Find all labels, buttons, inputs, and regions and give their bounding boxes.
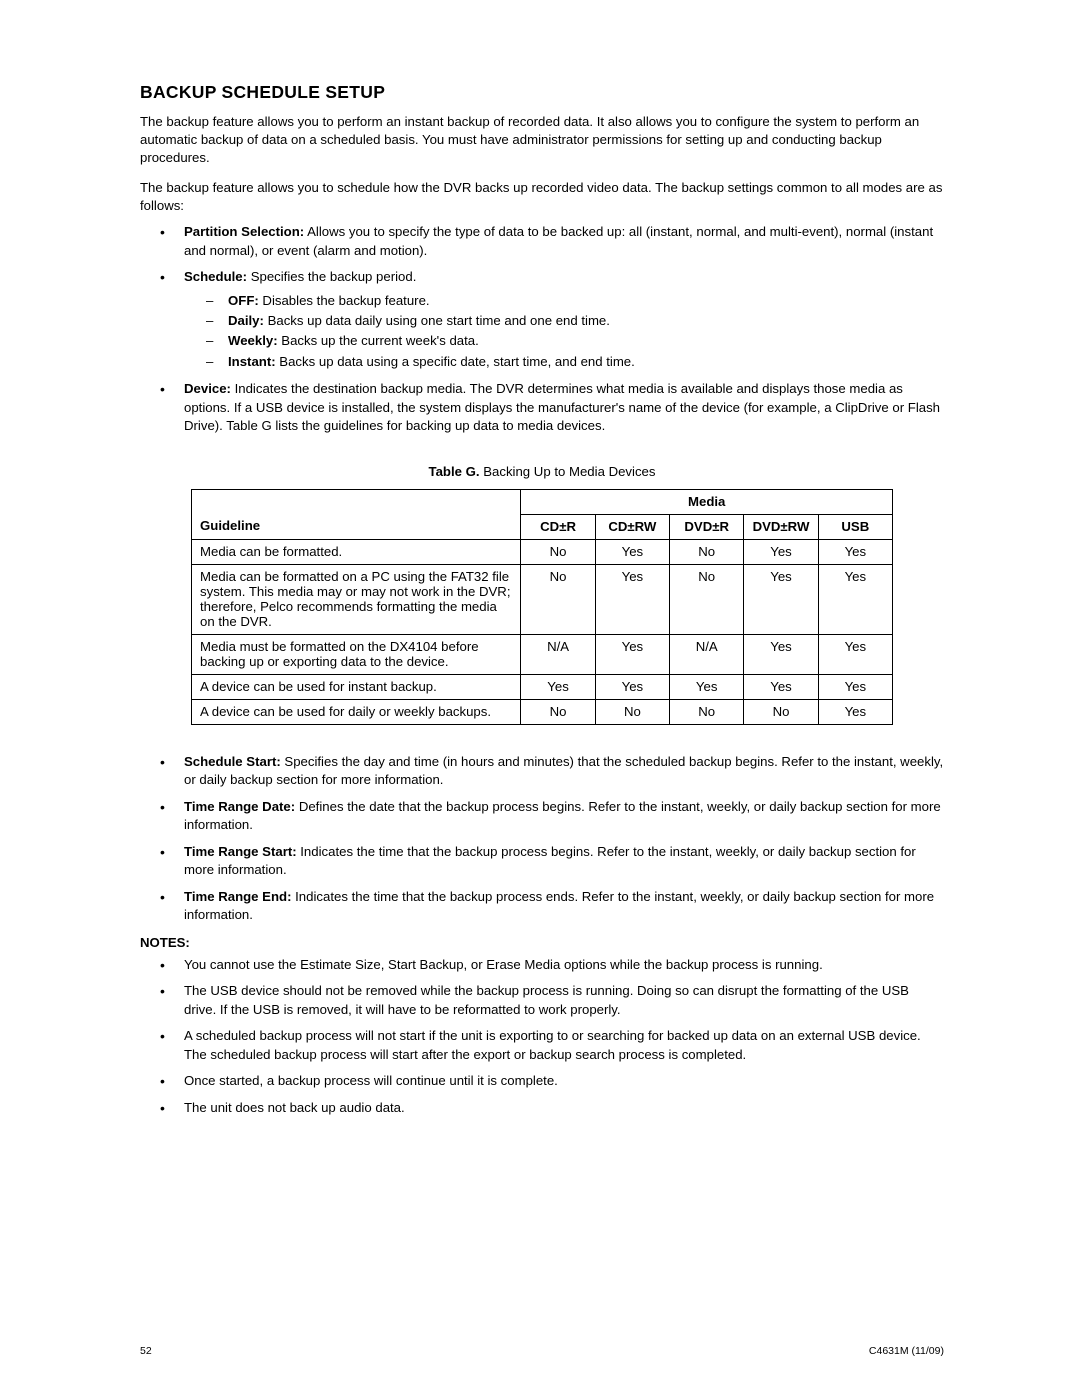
col-dvdr: DVD±R	[670, 514, 744, 539]
cell-guideline: Media can be formatted on a PC using the…	[192, 564, 521, 634]
intro-paragraph-2: The backup feature allows you to schedul…	[140, 179, 944, 215]
col-usb: USB	[818, 514, 892, 539]
notes-header: NOTES:	[140, 935, 944, 950]
cell: N/A	[521, 634, 595, 674]
device-text: Indicates the destination backup media. …	[184, 381, 940, 433]
cell: Yes	[595, 634, 669, 674]
settings-list: Partition Selection: Allows you to speci…	[140, 223, 944, 436]
schedule-start-item: Schedule Start: Specifies the day and ti…	[168, 753, 944, 790]
cell: Yes	[818, 539, 892, 564]
cell: Yes	[818, 634, 892, 674]
table-caption: Table G. Backing Up to Media Devices	[140, 464, 944, 479]
time-range-end-text: Indicates the time that the backup proce…	[184, 889, 934, 922]
time-range-start-label: Time Range Start:	[184, 844, 297, 859]
media-table: Guideline Media CD±R CD±RW DVD±R DVD±RW …	[191, 489, 893, 725]
time-range-date-text: Defines the date that the backup process…	[184, 799, 941, 832]
cell: No	[744, 699, 818, 724]
cell: No	[670, 539, 744, 564]
time-range-date-label: Time Range Date:	[184, 799, 295, 814]
time-range-end-item: Time Range End: Indicates the time that …	[168, 888, 944, 925]
schedule-instant-item: Instant: Backs up data using a specific …	[208, 352, 944, 372]
note-item: The unit does not back up audio data.	[168, 1099, 944, 1117]
settings-list-after-table: Schedule Start: Specifies the day and ti…	[140, 753, 944, 925]
table-row: Media can be formatted. No Yes No Yes Ye…	[192, 539, 893, 564]
schedule-start-label: Schedule Start:	[184, 754, 281, 769]
schedule-sublist: OFF: Disables the backup feature. Daily:…	[184, 291, 944, 373]
cell: Yes	[818, 564, 892, 634]
intro-paragraph-1: The backup feature allows you to perform…	[140, 113, 944, 166]
col-dvdrw: DVD±RW	[744, 514, 818, 539]
table-caption-lead: Table G.	[429, 464, 480, 479]
cell: Yes	[744, 564, 818, 634]
time-range-end-label: Time Range End:	[184, 889, 291, 904]
partition-selection-label: Partition Selection:	[184, 224, 304, 239]
page-footer: 52 C4631M (11/09)	[140, 1345, 944, 1357]
table-row: A device can be used for instant backup.…	[192, 674, 893, 699]
schedule-off-text: Disables the backup feature.	[259, 293, 430, 308]
schedule-off-item: OFF: Disables the backup feature.	[208, 291, 944, 311]
note-item: Once started, a backup process will cont…	[168, 1072, 944, 1090]
schedule-label: Schedule:	[184, 269, 247, 284]
schedule-weekly-item: Weekly: Backs up the current week's data…	[208, 331, 944, 351]
table-caption-rest: Backing Up to Media Devices	[480, 464, 656, 479]
cell: No	[521, 699, 595, 724]
cell: Yes	[744, 539, 818, 564]
document-id: C4631M (11/09)	[869, 1345, 944, 1357]
schedule-weekly-label: Weekly:	[228, 333, 278, 348]
cell: Yes	[595, 674, 669, 699]
cell: Yes	[595, 539, 669, 564]
cell: Yes	[670, 674, 744, 699]
schedule-daily-item: Daily: Backs up data daily using one sta…	[208, 311, 944, 331]
cell: No	[521, 564, 595, 634]
page-number: 52	[140, 1345, 152, 1357]
schedule-off-label: OFF:	[228, 293, 259, 308]
col-cdrw: CD±RW	[595, 514, 669, 539]
note-item: The USB device should not be removed whi…	[168, 982, 944, 1019]
schedule-instant-text: Backs up data using a specific date, sta…	[276, 354, 635, 369]
cell-guideline: A device can be used for daily or weekly…	[192, 699, 521, 724]
schedule-text: Specifies the backup period.	[247, 269, 416, 284]
notes-list: You cannot use the Estimate Size, Start …	[140, 956, 944, 1117]
note-line-2: The scheduled backup process will start …	[184, 1047, 746, 1062]
schedule-weekly-text: Backs up the current week's data.	[278, 333, 479, 348]
schedule-daily-text: Backs up data daily using one start time…	[264, 313, 610, 328]
cell: No	[521, 539, 595, 564]
cell: No	[670, 699, 744, 724]
cell: Yes	[744, 674, 818, 699]
cell: Yes	[521, 674, 595, 699]
cell-guideline: Media can be formatted.	[192, 539, 521, 564]
schedule-item: Schedule: Specifies the backup period. O…	[168, 268, 944, 372]
col-cdr: CD±R	[521, 514, 595, 539]
cell: No	[670, 564, 744, 634]
cell: Yes	[818, 699, 892, 724]
cell-guideline: Media must be formatted on the DX4104 be…	[192, 634, 521, 674]
schedule-start-text: Specifies the day and time (in hours and…	[184, 754, 943, 787]
guideline-header: Guideline	[192, 489, 521, 539]
device-item: Device: Indicates the destination backup…	[168, 380, 944, 435]
cell: No	[595, 699, 669, 724]
table-row: Media must be formatted on the DX4104 be…	[192, 634, 893, 674]
media-header: Media	[521, 489, 893, 514]
schedule-daily-label: Daily:	[228, 313, 264, 328]
cell: Yes	[744, 634, 818, 674]
device-label: Device:	[184, 381, 231, 396]
table-row: Media can be formatted on a PC using the…	[192, 564, 893, 634]
note-item: A scheduled backup process will not star…	[168, 1027, 944, 1064]
schedule-instant-label: Instant:	[228, 354, 276, 369]
partition-selection-item: Partition Selection: Allows you to speci…	[168, 223, 944, 260]
cell: Yes	[595, 564, 669, 634]
note-line-1: A scheduled backup process will not star…	[184, 1028, 921, 1043]
cell: Yes	[818, 674, 892, 699]
table-row: A device can be used for daily or weekly…	[192, 699, 893, 724]
note-item: You cannot use the Estimate Size, Start …	[168, 956, 944, 974]
cell: N/A	[670, 634, 744, 674]
section-title: BACKUP SCHEDULE SETUP	[140, 82, 944, 103]
cell-guideline: A device can be used for instant backup.	[192, 674, 521, 699]
time-range-date-item: Time Range Date: Defines the date that t…	[168, 798, 944, 835]
time-range-start-item: Time Range Start: Indicates the time tha…	[168, 843, 944, 880]
